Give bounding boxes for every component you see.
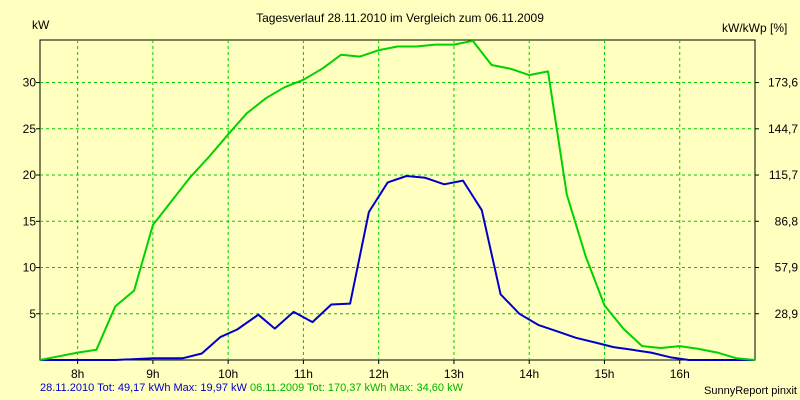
y-right-tick-label: 86,8	[775, 214, 799, 228]
y-right-tick-label: 115,7	[769, 168, 798, 182]
y-left-tick-label: 10	[23, 261, 37, 275]
legend-entry-2010: 28.11.2010 Tot: 49,17 kWh Max: 19,97 kW	[40, 382, 247, 394]
x-tick-label: 14h	[519, 367, 539, 381]
x-tick-label: 11h	[294, 367, 313, 381]
x-tick-label: 13h	[444, 367, 464, 381]
y-left-tick-label: 20	[23, 168, 37, 182]
y-right-tick-label: 57,9	[775, 261, 799, 275]
y-left-tick-label: 15	[23, 214, 37, 228]
x-tick-label: 16h	[670, 367, 690, 381]
series-line-2009	[39, 39, 756, 361]
tick-labels: 8h 9h 10h 11h 12h 13h 14h 15h 16h 5 28,9 10 57,9 15 86…	[23, 76, 799, 381]
x-tick-label: 10h	[218, 367, 238, 381]
y-left-tick-label: 5	[29, 307, 36, 321]
y-right-tick-label: 28,9	[775, 307, 799, 321]
x-tick-label: 12h	[369, 367, 389, 381]
grid	[36, 39, 759, 364]
y-axis-left-label: kW	[32, 18, 50, 32]
series-lines	[39, 39, 756, 361]
series-line-2010	[40, 175, 755, 361]
y-axis-right-label: kW/kWp [%]	[722, 21, 788, 35]
y-left-tick-label: 30	[23, 76, 37, 90]
chart-title: Tagesverlauf 28.11.2010 im Vergleich zum…	[256, 11, 544, 25]
legend: 28.11.2010 Tot: 49,17 kWh Max: 19,97 kW …	[40, 382, 463, 394]
credit-text: SunnyReport pinxit	[704, 385, 797, 397]
y-right-tick-label: 144,7	[768, 122, 798, 136]
plot-frame	[39, 39, 756, 361]
x-tick-label: 9h	[146, 367, 159, 381]
legend-entry-2009: 06.11.2009 Tot: 170,37 kWh Max: 34,60 kW	[249, 382, 463, 394]
x-tick-label: 15h	[594, 367, 614, 381]
x-tick-label: 8h	[71, 367, 84, 381]
y-right-tick-label: 173,6	[768, 76, 798, 90]
y-left-tick-label: 25	[23, 122, 37, 136]
